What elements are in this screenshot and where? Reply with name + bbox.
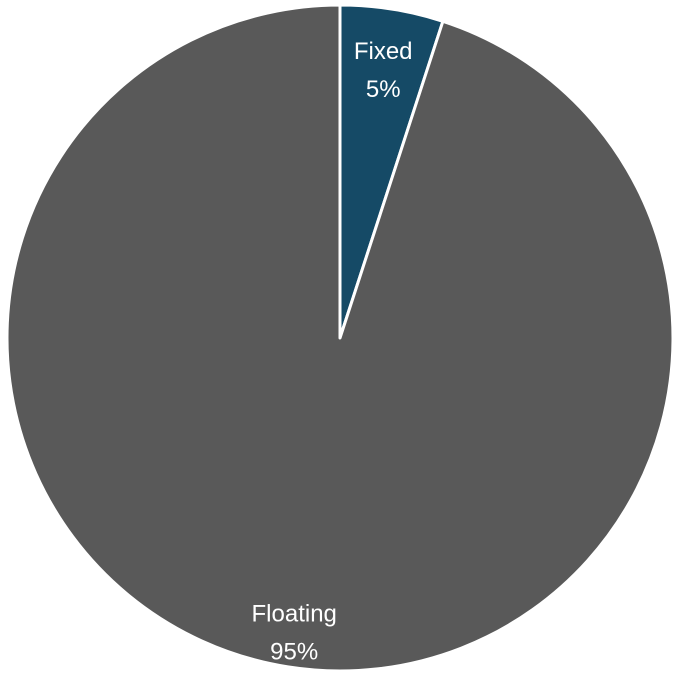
slice-label-percent: 95%	[270, 638, 318, 665]
pie-slices	[5, 3, 674, 673]
slice-label-fixed: Fixed 5%	[354, 38, 413, 103]
pie-labels: Fixed 5% Floating 95%	[252, 38, 413, 665]
slice-label-name: Floating	[252, 600, 337, 627]
slice-label-percent: 5%	[366, 76, 401, 103]
slice-label-floating: Floating 95%	[252, 600, 337, 665]
pie-slice-floating	[5, 3, 674, 673]
slice-label-name: Fixed	[354, 38, 413, 65]
